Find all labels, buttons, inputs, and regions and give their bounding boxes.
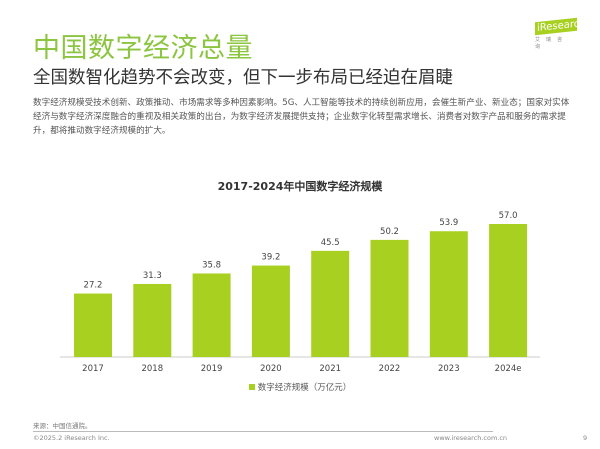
page-title: 中国数字经济总量 xyxy=(33,33,253,64)
data-label: 31.3 xyxy=(143,271,162,281)
x-tick-label: 2018 xyxy=(141,364,163,374)
x-tick-label: 2020 xyxy=(260,364,282,374)
bar xyxy=(74,293,112,357)
iresearch-logo: iResearch 艾瑞咨询 xyxy=(535,17,586,50)
bar xyxy=(133,283,172,357)
source-note: 来源：中国信通院。 xyxy=(33,422,92,430)
x-tick-label: 2017 xyxy=(82,364,104,374)
data-label: 39.2 xyxy=(261,253,280,263)
x-tick-label: 2022 xyxy=(379,364,401,374)
data-label: 53.9 xyxy=(439,218,458,228)
logo-cn: 艾瑞咨询 xyxy=(535,37,569,50)
bar xyxy=(311,250,350,357)
data-label: 57.0 xyxy=(499,211,518,221)
data-label: 45.5 xyxy=(321,238,340,248)
data-label: 27.2 xyxy=(84,281,103,291)
legend-swatch xyxy=(248,384,255,390)
x-tick-label: 2021 xyxy=(319,364,341,374)
bar xyxy=(192,273,231,357)
chart-title: 2017-2024年中国数字经济规模 xyxy=(217,180,383,193)
bar xyxy=(429,231,468,357)
page-subtitle: 全国数智化趋势不会改变，但下一步布局已经迫在眉睫 xyxy=(33,68,453,88)
x-tick-label: 2019 xyxy=(201,364,223,374)
website-link[interactable]: www.iresearch.com.cn xyxy=(434,434,508,442)
x-tick-label: 2024e xyxy=(495,364,522,374)
page-number: 9 xyxy=(583,434,588,442)
copyright: ©2025.2 iResearch Inc. xyxy=(33,434,110,442)
chart-legend: 数字经济规模（万亿元） xyxy=(0,381,600,393)
legend-label: 数字经济规模（万亿元） xyxy=(257,383,352,393)
bar xyxy=(251,265,290,357)
footer-divider xyxy=(33,431,493,432)
data-label: 50.2 xyxy=(380,227,399,237)
bar xyxy=(370,239,409,357)
bar xyxy=(489,224,528,357)
description: 数字经济规模受技术创新、政策推动、市场需求等多种因素影响。5G、人工智能等技术的… xyxy=(33,98,570,136)
data-label: 35.8 xyxy=(202,260,221,270)
x-tick-label: 2023 xyxy=(438,364,460,374)
